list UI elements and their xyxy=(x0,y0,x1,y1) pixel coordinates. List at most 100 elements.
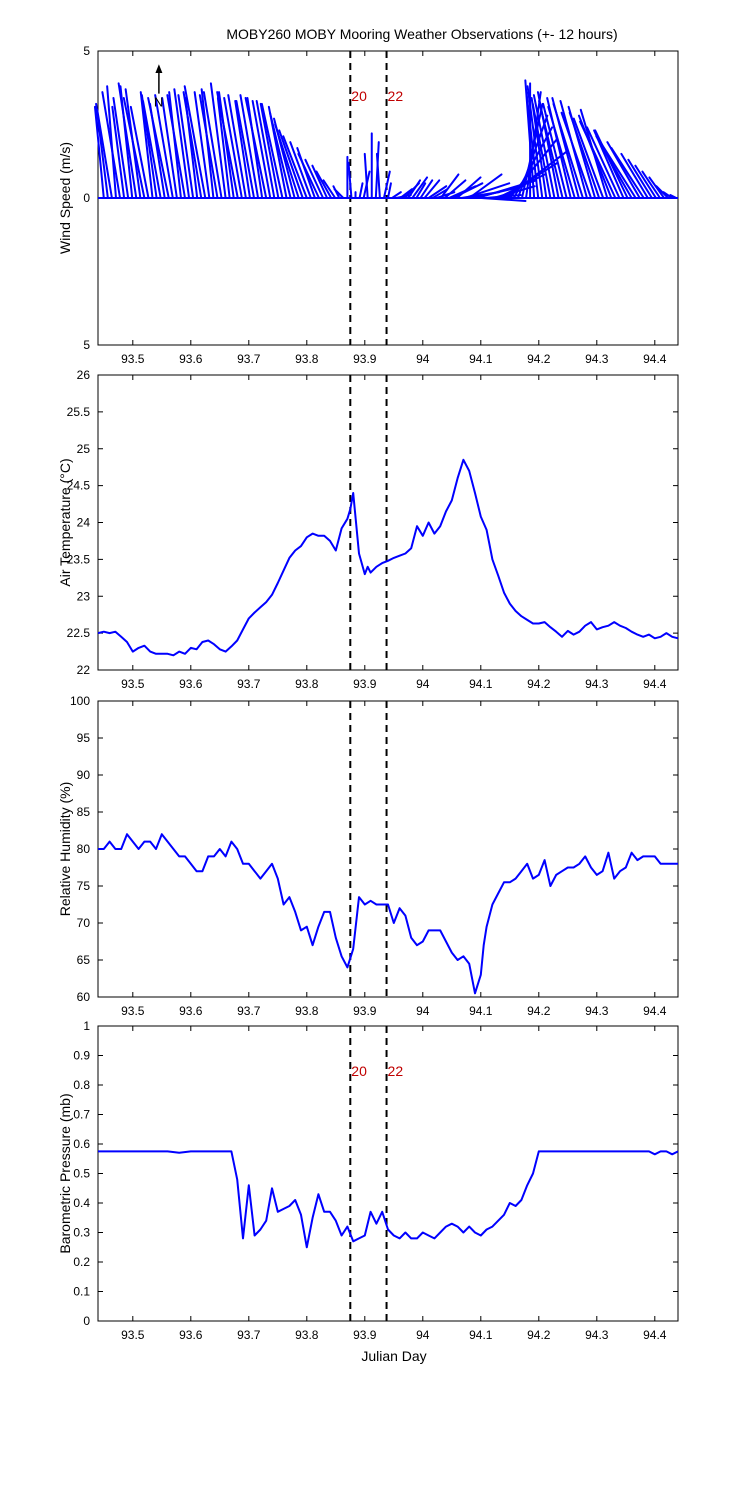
plot-frame xyxy=(97,374,679,671)
y-tick-label: 70 xyxy=(77,916,91,930)
wind-stick xyxy=(586,126,621,199)
wind-stick xyxy=(579,120,617,199)
wind-stick xyxy=(419,179,434,199)
wind-stick xyxy=(227,94,247,199)
wind-stick xyxy=(216,97,231,199)
wind-stick xyxy=(311,164,329,199)
chart-panel-4: 93.5 93.6 93.7 93.8 93.9 94 94.1 94.2 94.3 94.4 0 0… xyxy=(57,1019,679,1342)
wind-stick xyxy=(547,105,576,199)
wind-stick xyxy=(411,176,429,199)
x-tick-label: 94.3 xyxy=(585,1328,609,1342)
x-tick-label: 93.6 xyxy=(179,677,203,691)
y-tick-label: 0.6 xyxy=(73,1137,90,1151)
wind-stick xyxy=(260,102,284,199)
y-axis-label: Wind Speed (m/s) xyxy=(57,142,73,254)
wind-stick xyxy=(142,99,162,199)
wind-stick xyxy=(560,111,592,199)
wind-stick xyxy=(407,179,422,199)
x-tick-label: 94.1 xyxy=(469,352,493,366)
figure-title: MOBY260 MOBY Mooring Weather Observation… xyxy=(226,26,617,42)
wind-stick xyxy=(525,91,542,199)
wind-stick xyxy=(620,152,649,199)
y-axis-label: Air Temperature (°C) xyxy=(57,458,73,586)
wind-stick xyxy=(599,141,637,199)
x-tick-label: 94 xyxy=(416,677,430,691)
y-tick-label: 24.5 xyxy=(67,479,91,493)
wind-stick xyxy=(333,188,345,199)
y-axis-label: Barometric Pressure (mb) xyxy=(57,1093,73,1253)
wind-stick xyxy=(117,82,138,199)
x-tick-label: 93.8 xyxy=(295,352,319,366)
wind-stick xyxy=(129,105,150,199)
wind-stick xyxy=(662,191,674,199)
wind-stick xyxy=(526,85,544,199)
wind-stick xyxy=(538,99,564,199)
y-tick-label: 75 xyxy=(77,879,91,893)
wind-stick xyxy=(239,94,260,199)
wind-stick xyxy=(282,135,308,199)
y-tick-label: 0.5 xyxy=(73,1167,90,1181)
x-tick-label: 94.2 xyxy=(527,352,551,366)
x-tick-label: 93.6 xyxy=(179,1004,203,1018)
wind-stick xyxy=(512,126,554,199)
wind-stick xyxy=(147,97,170,199)
wind-stick xyxy=(610,147,645,199)
x-tick-label: 93.8 xyxy=(295,1004,319,1018)
event-label: 20 xyxy=(351,88,367,104)
wind-stick xyxy=(391,191,402,199)
chart-panel-3: 93.5 93.6 93.7 93.8 93.9 94 94.1 94.2 94.3 94.4 60… xyxy=(57,694,679,1018)
x-tick-label: 93.9 xyxy=(353,352,377,366)
x-tick-label: 94.4 xyxy=(643,1004,667,1018)
wind-stick xyxy=(375,152,381,199)
x-tick-label: 94.2 xyxy=(527,677,551,691)
wind-stick xyxy=(532,94,556,199)
wind-stick xyxy=(423,179,441,199)
wind-stick xyxy=(223,97,243,199)
x-tick-label: 94.2 xyxy=(527,1328,551,1342)
x-tick-label: 93.8 xyxy=(295,677,319,691)
x-tick-label: 93.6 xyxy=(179,352,203,366)
wind-stick xyxy=(363,152,369,199)
wind-stick xyxy=(297,152,320,199)
y-tick-label: 26 xyxy=(77,368,91,382)
wind-stick xyxy=(468,173,503,199)
y-tick-label: 0.9 xyxy=(73,1049,90,1063)
x-tick-label: 94.1 xyxy=(469,677,493,691)
wind-stick xyxy=(112,97,130,199)
wind-stick xyxy=(173,88,191,199)
wind-stick xyxy=(456,176,482,199)
x-tick-label: 94.3 xyxy=(585,1004,609,1018)
x-tick-label: 93.5 xyxy=(121,677,145,691)
y-axis-label: Relative Humidity (%) xyxy=(57,782,73,917)
x-tick-label: 94 xyxy=(416,1328,430,1342)
x-tick-label: 93.8 xyxy=(295,1328,319,1342)
wind-stick xyxy=(415,182,427,199)
y-tick-label: 0 xyxy=(83,1314,90,1328)
x-tick-label: 93.9 xyxy=(353,677,377,691)
wind-stick xyxy=(209,82,227,199)
wind-stick xyxy=(655,185,670,199)
y-tick-label: 24 xyxy=(77,516,91,530)
y-tick-label: 60 xyxy=(77,990,91,1004)
wind-stick xyxy=(183,85,207,199)
wind-stick xyxy=(439,173,460,199)
wind-stick xyxy=(634,164,657,199)
y-tick-label: 23 xyxy=(77,589,91,603)
event-label: 20 xyxy=(351,1063,367,1079)
y-tick-label: 90 xyxy=(77,768,91,782)
y-tick-label: 0.7 xyxy=(73,1108,90,1122)
x-tick-label: 94.3 xyxy=(585,352,609,366)
wind-stick xyxy=(202,91,223,199)
wind-stick xyxy=(216,91,239,199)
y-tick-label: 100 xyxy=(70,694,90,708)
wind-stick xyxy=(101,91,122,199)
y-tick-label: 23.5 xyxy=(67,552,91,566)
y-tick-label: 80 xyxy=(77,842,91,856)
wind-stick xyxy=(139,91,154,199)
wind-stick xyxy=(122,97,146,199)
wind-stick xyxy=(182,91,203,199)
wind-stick xyxy=(161,97,178,199)
wind-stick xyxy=(166,94,186,199)
x-tick-label: 94.2 xyxy=(527,1004,551,1018)
